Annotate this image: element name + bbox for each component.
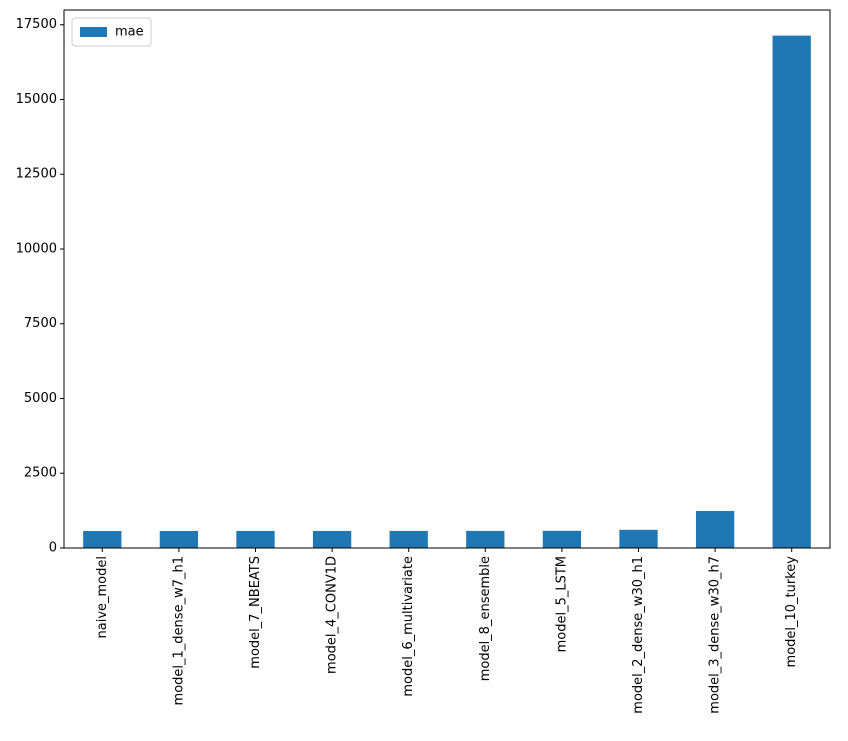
- legend: mae: [71, 17, 152, 47]
- y-tick-label: 17500: [16, 17, 57, 32]
- x-tick-label: model_8_ensemble: [478, 556, 493, 681]
- y-tick-label: 12500: [16, 167, 57, 182]
- x-tick-label: model_7_NBEATS: [248, 556, 263, 669]
- x-tick-label: model_4_CONV1D: [325, 556, 340, 674]
- bar-model_2_dense_w30_h1: [619, 529, 658, 548]
- y-tick-label: 7500: [24, 316, 57, 331]
- bar-model_10_turkey: [772, 35, 811, 548]
- y-axis: 0 2500 5000 7500 10000 12500 15000 17500: [16, 17, 64, 556]
- x-tick-label: model_5_LSTM: [554, 556, 569, 652]
- y-tick-label: 15000: [16, 92, 57, 107]
- bar-model_8_ensemble: [466, 530, 505, 548]
- bar-model_7_NBEATS: [236, 530, 275, 548]
- y-tick-label: 10000: [16, 241, 57, 256]
- x-tick-label: model_10_turkey: [784, 556, 799, 668]
- legend-swatch: [80, 27, 107, 37]
- bar-model_3_dense_w30_h7: [695, 511, 735, 548]
- bars: [83, 35, 811, 548]
- x-tick-label: model_3_dense_w30_h7: [708, 556, 723, 714]
- bar-naive_model: [83, 531, 122, 548]
- bar-model_5_LSTM: [542, 530, 582, 548]
- bar-model_6_multivariate: [389, 530, 428, 548]
- bar-model_4_CONV1D: [312, 530, 352, 548]
- y-tick-label: 5000: [24, 391, 57, 406]
- y-tick-label: 2500: [24, 466, 57, 481]
- legend-box: [71, 17, 152, 47]
- legend-label: mae: [115, 25, 144, 40]
- x-tick-label: model_1_dense_w7_h1: [171, 556, 186, 705]
- x-tick-label: model_2_dense_w30_h1: [631, 556, 646, 714]
- x-tick-label: naive_model: [95, 556, 110, 639]
- bar-model_1_dense_w7_h1: [159, 531, 199, 548]
- x-tick-label: model_6_multivariate: [401, 556, 416, 697]
- plot-frame: [63, 9, 831, 549]
- y-tick-label: 0: [49, 541, 57, 556]
- x-axis: naive_model model_1_dense_w7_h1 model_7_NB…: [95, 548, 799, 714]
